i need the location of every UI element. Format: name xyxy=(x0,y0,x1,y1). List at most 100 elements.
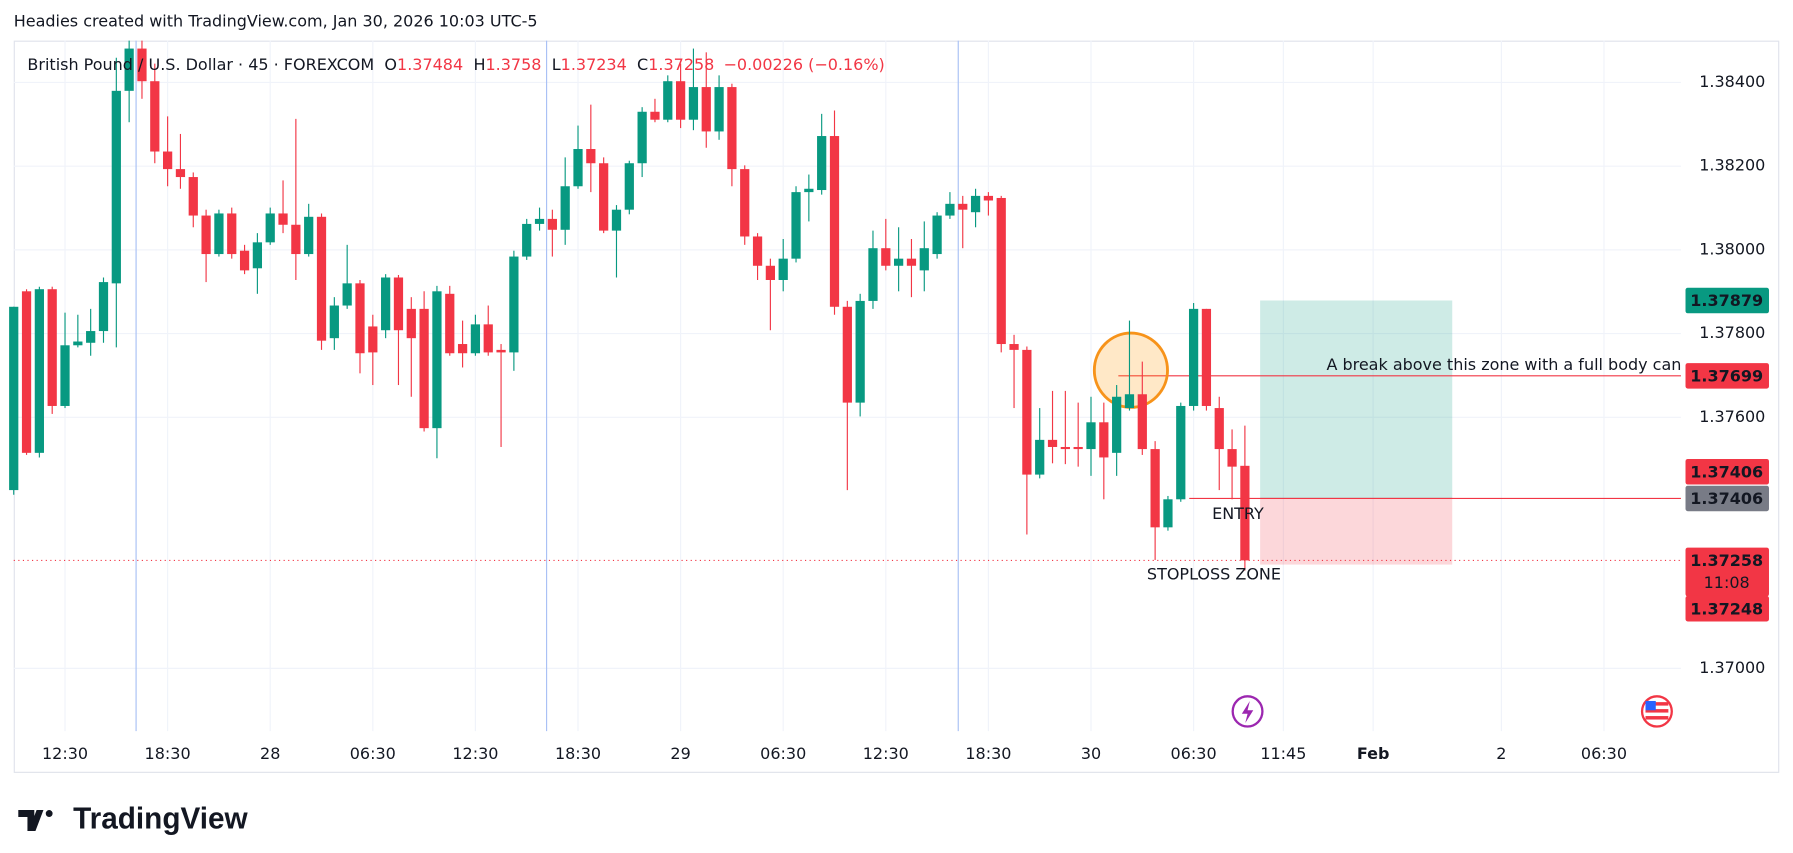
candle-body xyxy=(714,87,724,132)
price-badge-label: 1.37699 xyxy=(1690,366,1763,385)
candle-body xyxy=(214,213,224,255)
candle-body xyxy=(9,306,19,491)
candle-body xyxy=(457,344,468,354)
candle-body xyxy=(1214,408,1224,450)
candle-body xyxy=(534,218,545,224)
candle-body xyxy=(804,188,814,193)
candle-body xyxy=(252,242,263,269)
candle-body xyxy=(932,215,942,255)
candle-body xyxy=(188,177,198,216)
symbol-title: British Pound / U.S. Dollar · 45 · FOREX… xyxy=(27,54,374,73)
candle-body xyxy=(496,349,506,353)
candle-body xyxy=(304,216,314,255)
candle-body xyxy=(393,277,404,331)
ohlc-value: 1.37234 xyxy=(561,54,627,73)
x-tick-label: 29 xyxy=(670,744,690,763)
x-tick-label: Feb xyxy=(1357,744,1390,763)
x-tick-label: 18:30 xyxy=(965,744,1011,763)
candle-body xyxy=(817,136,827,191)
candle-body xyxy=(740,169,750,237)
candle-body xyxy=(1099,422,1109,458)
candle-body xyxy=(201,215,211,255)
candle-body xyxy=(611,209,622,231)
candle-body xyxy=(1201,308,1212,406)
candle-body xyxy=(624,163,634,210)
candle-body xyxy=(586,149,596,164)
price-badge xyxy=(1685,287,1769,314)
candle-body xyxy=(265,213,275,243)
flag-stripe xyxy=(1645,709,1669,713)
candle-body xyxy=(599,163,609,231)
candle-body xyxy=(1073,446,1083,450)
candle-body xyxy=(355,283,365,354)
candle-body xyxy=(637,111,647,164)
y-tick-label: 1.37600 xyxy=(1699,407,1765,426)
candle-body xyxy=(1137,394,1147,450)
candle-body xyxy=(483,324,493,353)
candle-body xyxy=(175,169,186,178)
candle-body xyxy=(958,203,968,210)
candle-body xyxy=(996,197,1006,345)
candle-body xyxy=(34,289,44,453)
symbol-header: British Pound / U.S. Dollar · 45 · FOREX… xyxy=(27,54,884,73)
candle-body xyxy=(983,195,994,201)
candle-body xyxy=(316,216,327,341)
candle-body xyxy=(509,256,519,353)
stop-zone xyxy=(1260,498,1453,565)
flag-canton xyxy=(1645,700,1656,711)
candle-body xyxy=(906,258,917,266)
candle-body xyxy=(663,81,673,120)
y-tick-label: 1.38400 xyxy=(1699,72,1765,91)
x-tick-label: 12:30 xyxy=(863,744,909,763)
candle-body xyxy=(291,224,301,255)
target-zone xyxy=(1260,300,1453,499)
candle-body xyxy=(227,213,237,255)
candle-body xyxy=(21,291,32,453)
x-tick-label: 06:30 xyxy=(760,744,806,763)
candle-body xyxy=(855,300,865,403)
candle-body xyxy=(945,203,955,216)
candle-body xyxy=(919,248,929,271)
candle-body xyxy=(1086,422,1096,450)
logo-mark xyxy=(18,810,44,831)
candle-body xyxy=(1163,499,1173,528)
y-tick-label: 1.37800 xyxy=(1699,323,1765,342)
candle-body xyxy=(881,248,891,266)
x-tick-label: 06:30 xyxy=(350,744,396,763)
candle-body xyxy=(278,213,288,225)
flag-stripe xyxy=(1645,716,1669,720)
price-badge-label: 1.37406 xyxy=(1690,462,1763,481)
y-tick-label: 1.38200 xyxy=(1699,156,1765,175)
candle-body xyxy=(1188,308,1199,406)
candle-body xyxy=(445,293,455,354)
event-icon-bolt xyxy=(1241,700,1254,724)
stop-label: STOPLOSS ZONE xyxy=(1147,564,1281,583)
candle-body xyxy=(1047,439,1058,447)
price-badge-label: 1.37248 xyxy=(1690,599,1763,618)
candle-body xyxy=(547,218,557,230)
ohlc-label: O xyxy=(384,54,397,73)
candle-body xyxy=(111,90,121,284)
price-badge xyxy=(1685,595,1769,622)
price-badge-label: 1.37879 xyxy=(1690,291,1763,310)
candle-body xyxy=(368,326,378,353)
candle-body xyxy=(1240,465,1250,561)
candle-body xyxy=(573,149,583,187)
x-tick-label: 06:30 xyxy=(1171,744,1217,763)
candle-body xyxy=(150,81,160,152)
candle-body xyxy=(329,305,339,339)
candle-body xyxy=(1124,394,1135,409)
x-tick-label: 30 xyxy=(1081,744,1101,763)
line-annotation: A break above this zone with a full body… xyxy=(1326,355,1681,374)
x-tick-label: 18:30 xyxy=(555,744,601,763)
ohlc-label: C xyxy=(637,54,648,73)
candle-body xyxy=(675,81,686,120)
price-badge xyxy=(1685,458,1769,485)
candle-body xyxy=(688,87,699,120)
candle-body xyxy=(239,250,250,271)
candle-body xyxy=(701,87,711,132)
candle-body xyxy=(98,282,109,332)
price-badge xyxy=(1685,485,1769,512)
